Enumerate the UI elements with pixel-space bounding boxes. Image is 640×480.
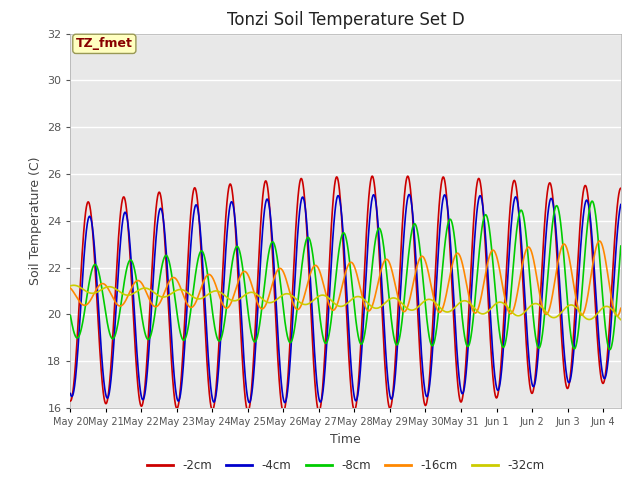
-32cm — [129, 290, 137, 296]
-2cm — [547, 183, 555, 189]
-8cm — [547, 239, 554, 244]
Text: TZ_fmet: TZ_fmet — [76, 37, 132, 50]
-16cm — [301, 289, 309, 295]
-8cm — [606, 347, 614, 352]
-8cm — [617, 243, 625, 249]
-16cm — [613, 313, 621, 319]
-8cm — [588, 198, 596, 204]
Title: Tonzi Soil Temperature Set D: Tonzi Soil Temperature Set D — [227, 11, 465, 29]
-32cm — [70, 282, 77, 288]
-2cm — [369, 173, 376, 179]
-4cm — [67, 391, 74, 396]
-16cm — [617, 305, 625, 311]
Line: -2cm: -2cm — [70, 176, 621, 412]
-32cm — [547, 314, 555, 320]
Line: -4cm: -4cm — [70, 194, 621, 403]
-4cm — [278, 384, 285, 389]
-8cm — [607, 347, 614, 352]
-2cm — [301, 207, 309, 213]
Legend: -2cm, -4cm, -8cm, -16cm, -32cm: -2cm, -4cm, -8cm, -16cm, -32cm — [142, 455, 549, 477]
-4cm — [607, 331, 614, 337]
-2cm — [607, 309, 614, 315]
-8cm — [162, 252, 170, 258]
-8cm — [129, 261, 137, 267]
-2cm — [617, 185, 625, 191]
-4cm — [129, 289, 137, 295]
-8cm — [278, 289, 285, 295]
-32cm — [617, 317, 625, 323]
Line: -32cm: -32cm — [70, 285, 621, 320]
-2cm — [162, 255, 170, 261]
-8cm — [67, 312, 74, 318]
-4cm — [246, 400, 253, 406]
-2cm — [129, 309, 137, 315]
-32cm — [162, 294, 170, 300]
-2cm — [278, 402, 285, 408]
-16cm — [278, 266, 285, 272]
Y-axis label: Soil Temperature (C): Soil Temperature (C) — [29, 156, 42, 285]
-16cm — [129, 282, 137, 288]
-4cm — [162, 244, 170, 250]
Line: -16cm: -16cm — [70, 241, 621, 316]
-4cm — [405, 192, 413, 197]
-32cm — [67, 283, 74, 289]
-16cm — [596, 238, 604, 244]
-16cm — [67, 285, 74, 291]
-4cm — [301, 207, 309, 213]
-4cm — [547, 195, 555, 201]
Line: -8cm: -8cm — [70, 201, 621, 349]
-32cm — [278, 293, 285, 299]
-32cm — [606, 305, 614, 311]
-16cm — [162, 286, 170, 292]
-2cm — [67, 398, 74, 404]
-4cm — [617, 202, 625, 207]
-8cm — [301, 240, 309, 246]
X-axis label: Time: Time — [330, 432, 361, 445]
-16cm — [547, 301, 554, 307]
-2cm — [280, 409, 287, 415]
-32cm — [301, 301, 309, 307]
-16cm — [606, 287, 614, 293]
